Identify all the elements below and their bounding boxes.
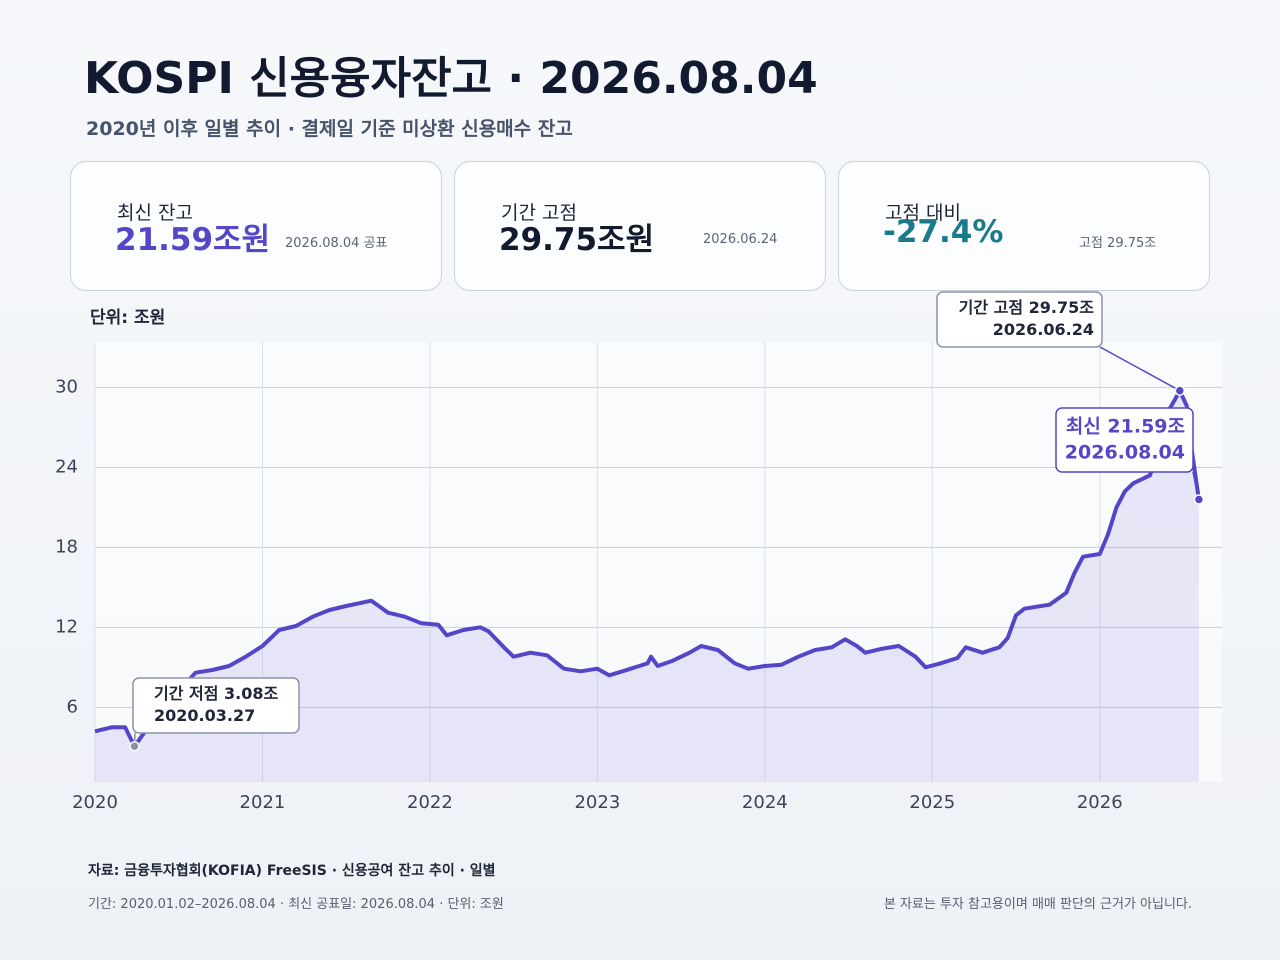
x-tick-label: 2020 [72,792,118,813]
kpi-card: 최신 잔고 21.59조원 2026.08.04 공표 [70,161,442,291]
annotation-point [1174,385,1186,396]
x-tick-label: 2021 [240,792,286,813]
annotation-date: 2026.08.04 [1065,441,1185,463]
unit-label: 단위: 조원 [90,308,165,328]
kpi-note: 고점 29.75조 [1079,236,1157,251]
annotation-box [1055,407,1194,473]
annotation-box [132,677,300,734]
annotation-point [129,741,140,752]
subtitle: 2020년 이후 일별 추이 · 결제일 기준 미상환 신용매수 잔고 [86,118,573,140]
x-tick-label: 2024 [742,792,788,813]
kpi-label: 고점 대비 [885,202,961,224]
annotation-date: 2026.06.24 [993,320,1094,339]
kpi-note: 2026.06.24 [703,232,778,247]
kpi-value: 29.75조원 [499,222,655,258]
y-tick-label: 18 [55,536,78,557]
annotation-box [936,291,1103,348]
kpi-note: 2026.08.04 공표 [285,236,388,251]
x-tick-label: 2026 [1077,792,1123,813]
annotation-text: 기간 고점 29.75조 [959,298,1095,317]
kpi-value: 21.59조원 [115,222,271,258]
source: 자료: 금융투자협회(KOFIA) FreeSIS · 신용공여 잔고 추이 ·… [88,863,496,879]
annotation-date: 2020.03.27 [154,706,255,725]
y-tick-label: 6 [67,696,78,717]
kpi-card: 고점 대비 -27.4% 고점 29.75조 [838,161,1210,291]
y-tick-label: 24 [55,456,78,477]
annotation-connector [1099,346,1181,392]
y-tick-label: 12 [55,616,78,637]
line [94,388,1201,749]
x-tick-label: 2025 [909,792,955,813]
kpi-label: 기간 고점 [501,202,577,224]
kpi-card: 기간 고점 29.75조원 2026.06.24 [454,161,826,291]
y-tick-label: 30 [55,376,78,397]
annotation-text: 기간 저점 3.08조 [154,684,278,703]
title: KOSPI 신용융자잔고 · 2026.08.04 [84,53,818,104]
period: 기간: 2020.01.02–2026.08.04 · 최신 공표일: 2026… [88,897,504,912]
kpi-value: -27.4% [883,214,1004,250]
kpi-label: 최신 잔고 [117,202,193,224]
annotation-text: 최신 21.59조 [1066,416,1185,438]
x-tick-label: 2022 [407,792,453,813]
x-tick-label: 2023 [574,792,620,813]
disclaimer: 본 자료는 투자 참고용이며 매매 판단의 근거가 아닙니다. [883,897,1192,912]
annotation-point [1193,494,1205,505]
area [95,390,1199,782]
